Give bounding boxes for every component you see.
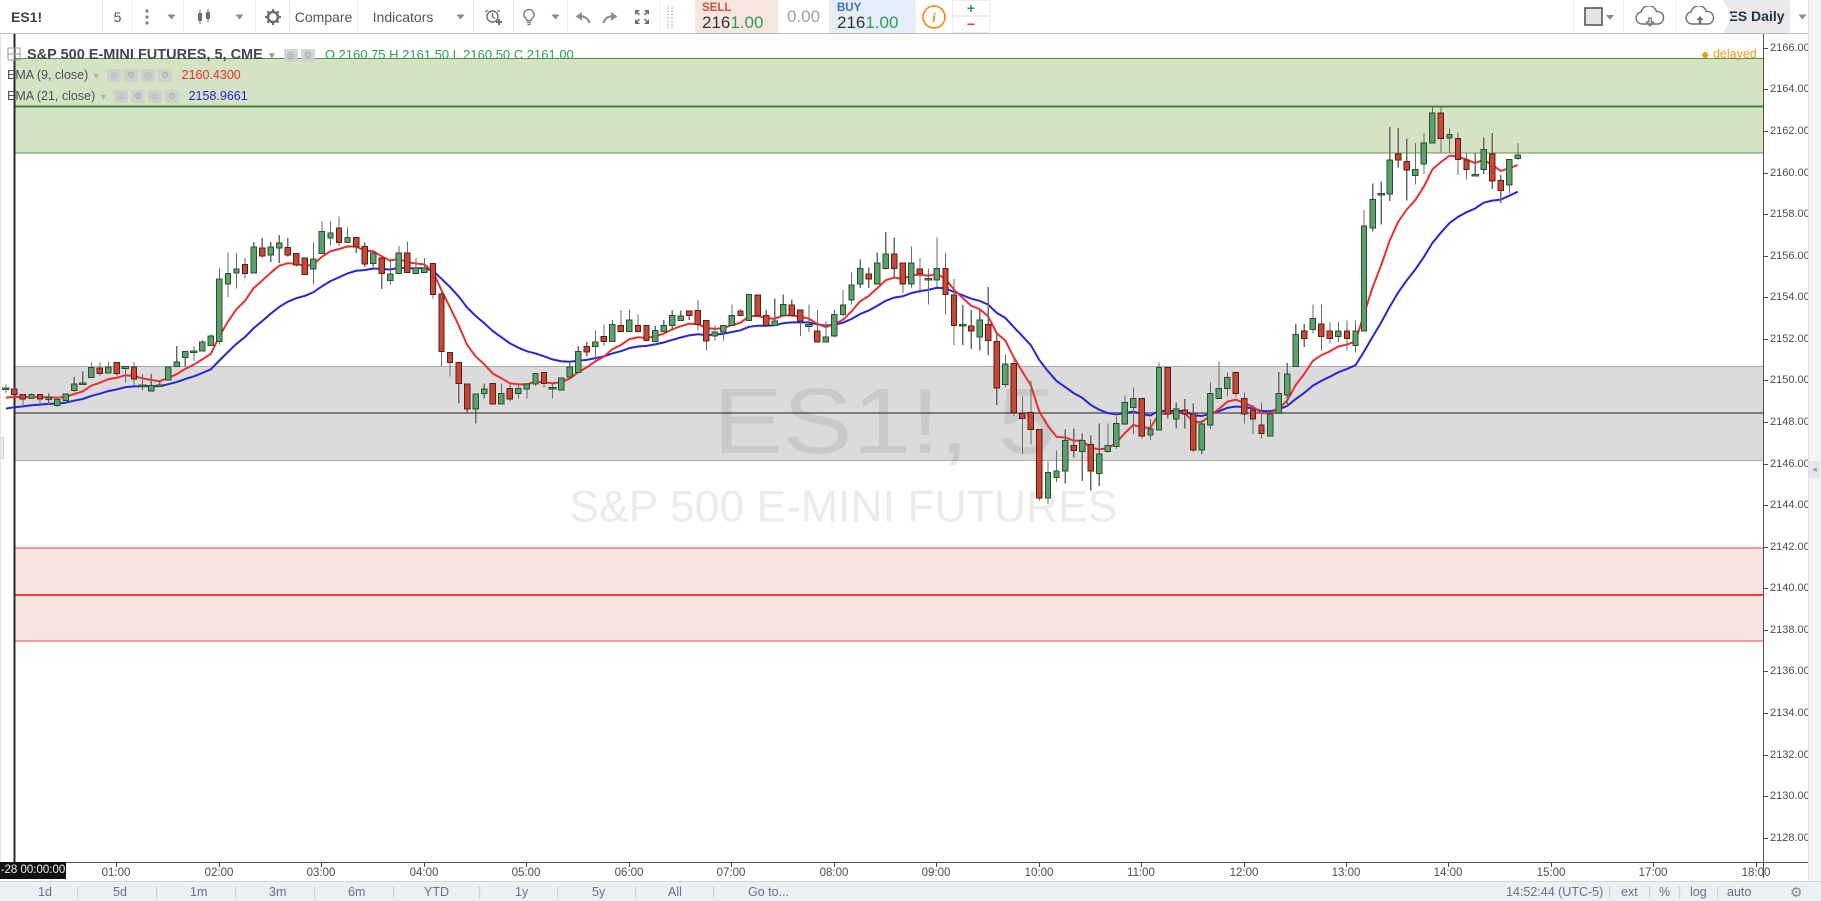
svg-text:S&P 500 E-MINI FUTURES: S&P 500 E-MINI FUTURES — [569, 483, 1117, 532]
svg-text:i: i — [932, 11, 936, 26]
